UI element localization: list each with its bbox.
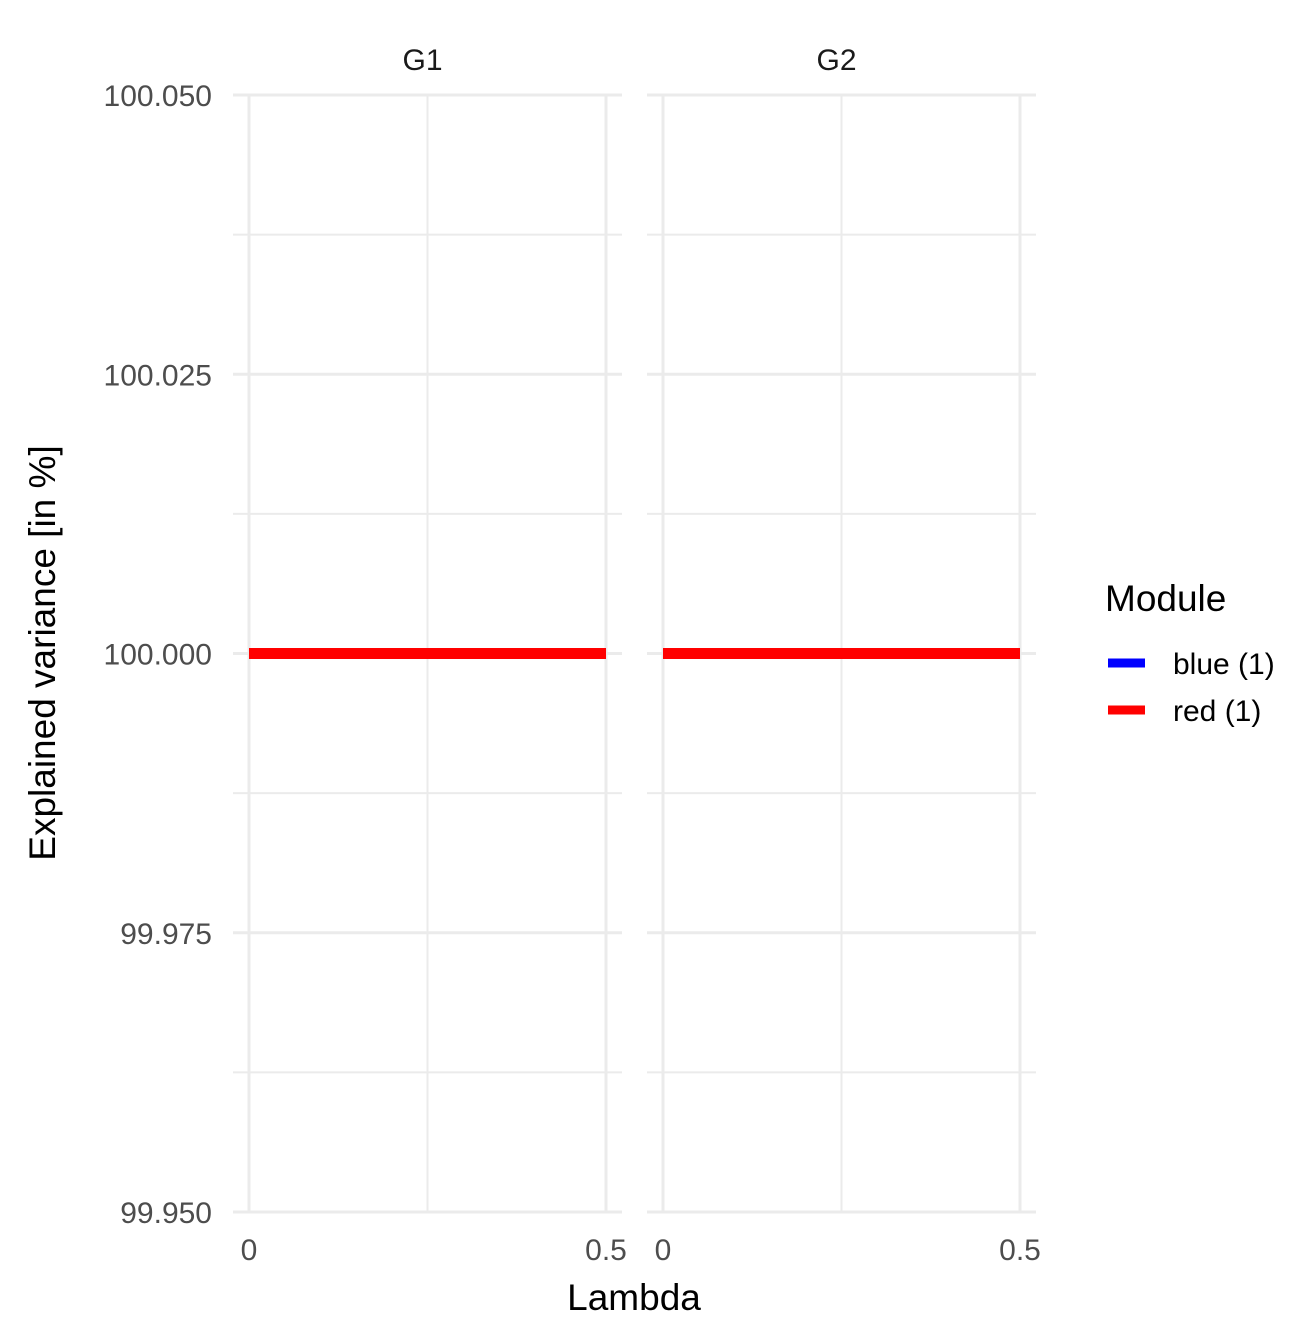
y-axis: 99.950 99.975 100.000 100.025 100.050 (104, 80, 212, 1230)
legend-label-red: red (1) (1173, 695, 1261, 728)
x-axis: 0 0.5 0 0.5 (241, 1234, 1041, 1267)
x-axis-title: Lambda (567, 1277, 701, 1318)
y-axis-title: Explained variance [in %] (22, 445, 63, 860)
x-tick-label: 0.5 (999, 1234, 1041, 1267)
y-tick-label: 100.050 (104, 80, 212, 113)
panel-g1: G1 (233, 44, 622, 1214)
x-tick-label: 0.5 (585, 1234, 627, 1267)
legend-label-blue: blue (1) (1173, 648, 1275, 681)
x-tick-label: 0 (241, 1234, 258, 1267)
facet-title-g2: G2 (816, 44, 856, 77)
y-tick-label: 99.975 (120, 918, 212, 951)
y-tick-label: 100.025 (104, 359, 212, 392)
facet-panels: G1 G2 (233, 44, 1036, 1214)
panel-g2: G2 (647, 44, 1036, 1214)
facet-title-g1: G1 (402, 44, 442, 77)
legend: Module blue (1) red (1) (1105, 578, 1275, 728)
x-tick-label: 0 (655, 1234, 672, 1267)
y-tick-label: 99.950 (120, 1197, 212, 1230)
y-tick-label: 100.000 (104, 639, 212, 672)
legend-title: Module (1105, 578, 1226, 619)
